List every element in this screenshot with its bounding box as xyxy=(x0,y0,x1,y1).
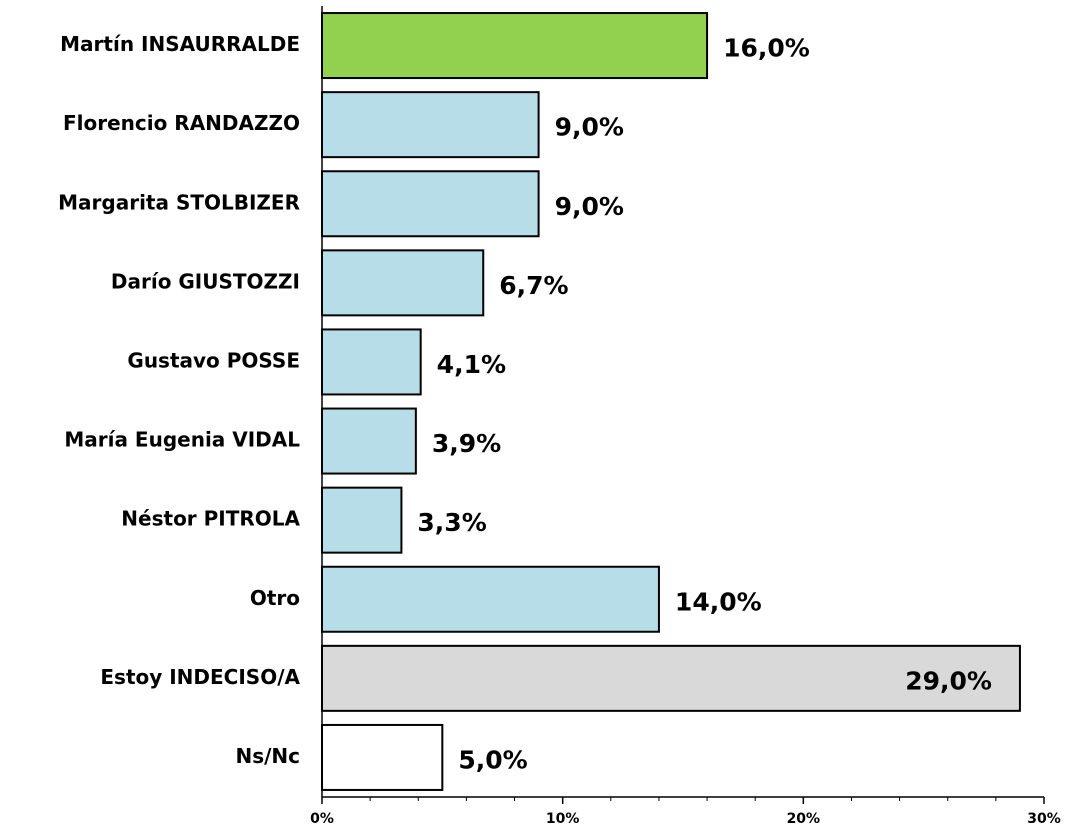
category-label: Darío GIUSTOZZI xyxy=(111,269,300,293)
bar xyxy=(321,328,422,396)
value-label: 16,0% xyxy=(723,34,810,63)
bar xyxy=(321,407,417,475)
value-label: 6,7% xyxy=(499,271,568,300)
value-label: 29,0% xyxy=(905,666,992,695)
value-label: 4,1% xyxy=(437,350,506,379)
value-label: 3,9% xyxy=(432,429,501,458)
x-tick-label: 20% xyxy=(787,811,821,827)
category-label: Néstor PITROLA xyxy=(121,507,300,531)
category-label: Ns/Nc xyxy=(235,744,300,768)
category-label: Florencio RANDAZZO xyxy=(63,111,300,135)
x-tick-label: 10% xyxy=(546,811,580,827)
category-label: Martín INSAURRALDE xyxy=(60,32,300,56)
category-label: Otro xyxy=(250,586,300,610)
value-label: 3,3% xyxy=(417,508,486,537)
bar xyxy=(321,249,485,317)
bar xyxy=(321,91,540,159)
value-label: 14,0% xyxy=(675,587,762,616)
value-label: 9,0% xyxy=(555,192,624,221)
bar xyxy=(321,170,540,238)
x-tick-label: 0% xyxy=(310,811,334,827)
category-label: Estoy INDECISO/A xyxy=(100,665,300,689)
bar xyxy=(321,12,709,80)
bar xyxy=(321,723,444,791)
x-tick-label: 30% xyxy=(1027,811,1061,827)
category-label: Gustavo POSSE xyxy=(127,348,300,372)
category-label: María Eugenia VIDAL xyxy=(64,428,300,452)
category-label: Margarita STOLBIZER xyxy=(58,190,300,214)
bar xyxy=(321,486,403,554)
bar xyxy=(321,644,1021,712)
bar xyxy=(321,565,660,633)
value-label: 9,0% xyxy=(555,113,624,142)
value-label: 5,0% xyxy=(458,745,527,774)
